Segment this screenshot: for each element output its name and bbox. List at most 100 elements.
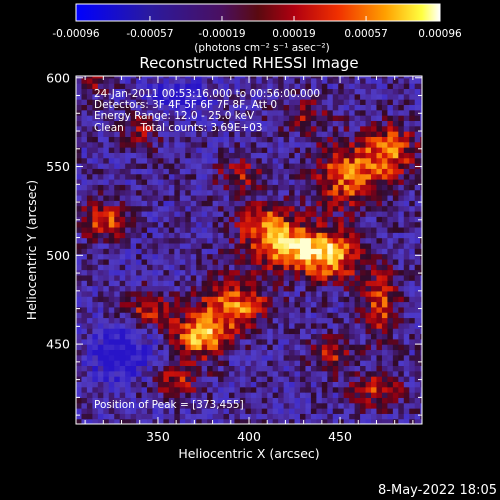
heatmap-cell [201,349,208,356]
heatmap-cell [310,258,317,265]
heatmap-cell [125,360,132,367]
heatmap-cell [403,200,410,207]
heatmap-cell [278,296,285,303]
heatmap-cell [310,210,317,217]
heatmap-cell [179,381,186,388]
heatmap-cell [212,232,219,239]
heatmap-cell [420,349,422,356]
heatmap-cell [125,381,132,388]
heatmap-cell [398,125,405,132]
heatmap-cell [294,178,301,185]
heatmap-cell [338,93,345,100]
heatmap-cell [103,210,110,217]
heatmap-cell [398,242,405,249]
heatmap-cell [299,242,307,249]
heatmap-cell [223,360,230,367]
heatmap-cell [327,131,334,137]
heatmap-cell [228,418,236,424]
heatmap-cell [354,152,361,159]
heatmap-cell [327,205,334,212]
heatmap-cell [196,360,203,367]
heatmap-cell [174,370,181,377]
heatmap-cell [108,88,115,95]
heatmap-cell [321,184,328,191]
heatmap-cell [414,312,421,319]
heatmap-cell [92,290,99,297]
heatmap-cell [283,200,290,207]
heatmap-cell [360,418,367,424]
heatmap-cell [223,296,230,303]
heatmap-cell [76,360,83,367]
heatmap-cell [338,173,345,180]
heatmap-cell [108,210,115,217]
heatmap-cell [371,376,378,382]
heatmap-cell [185,104,192,111]
heatmap-cell [196,163,203,169]
heatmap-cell [119,136,126,143]
heatmap-cell [409,333,416,340]
heatmap-cell [403,125,410,132]
heatmap-cell [256,360,263,367]
heatmap-cell [392,248,399,255]
heatmap-cell [294,322,301,329]
heatmap-cell [283,248,290,255]
heatmap-cell [114,226,121,233]
heatmap-cell [245,269,252,276]
heatmap-cell [92,397,99,404]
heatmap-cell [141,413,148,420]
heatmap-cell [371,338,378,345]
heatmap-cell [283,402,290,409]
heatmap-cell [174,200,181,207]
heatmap-cell [321,269,328,276]
heatmap-cell [409,248,416,255]
heatmap-cell [414,376,421,382]
heatmap-cell [332,99,339,106]
heatmap-cell [403,354,410,361]
heatmap-cell [360,301,367,308]
heatmap-cell [409,184,416,191]
heatmap-cell [365,221,372,228]
heatmap-cell [86,328,93,335]
heatmap-cell [179,93,186,100]
heatmap-cell [256,115,263,121]
heatmap-cell [223,226,230,233]
heatmap-cell [294,264,301,271]
heatmap-cell [381,242,388,249]
heatmap-cell [207,232,214,239]
heatmap-cell [376,408,383,414]
heatmap-cell [76,99,83,106]
heatmap-cell [239,226,246,233]
heatmap-cell [365,269,372,276]
heatmap-cell [250,365,257,372]
heatmap-cell [223,131,230,137]
heatmap-cell [239,157,246,164]
heatmap-cell [403,141,410,148]
heatmap-cell [97,264,104,271]
heatmap-cell [283,93,290,100]
heatmap-cell [283,296,290,303]
heatmap-cell [289,349,296,356]
heatmap-cell [163,99,170,106]
heatmap-cell [305,386,312,393]
heatmap-cell [381,360,388,367]
heatmap-cell [234,418,241,424]
heatmap-cell [283,194,290,201]
heatmap-cell [245,200,252,207]
heatmap-cell [179,296,186,303]
heatmap-cell [376,413,383,420]
heatmap-cell [294,296,301,303]
heatmap-cell [157,221,165,228]
heatmap-cell [343,173,350,180]
heatmap-cell [218,376,225,382]
heatmap-cell [278,269,285,276]
heatmap-cell [283,354,290,361]
heatmap-cell [163,216,170,223]
heatmap-cell [212,109,219,116]
heatmap-cell [414,392,421,398]
heatmap-cell [327,301,334,308]
heatmap-cell [147,109,154,116]
heatmap-cell [239,274,246,281]
heatmap-cell [343,360,350,367]
heatmap-cell [343,258,350,265]
heatmap-cell [414,418,421,424]
